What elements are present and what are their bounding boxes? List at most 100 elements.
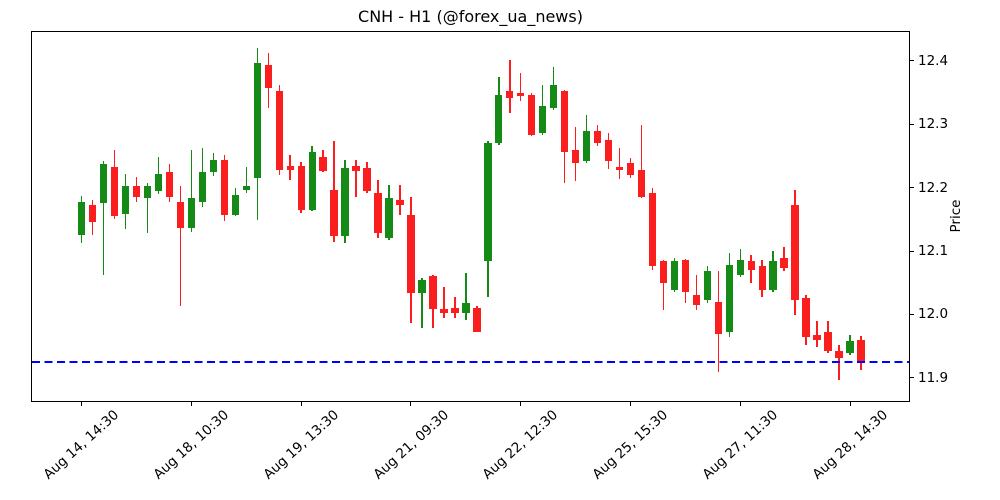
chart-title: CNH - H1 (@forex_ua_news) <box>358 7 583 26</box>
candle-body-up <box>341 167 349 237</box>
candle-body-up <box>538 106 547 134</box>
candle-wick <box>465 273 467 321</box>
candle-body-down <box>330 189 338 237</box>
candle-body-down <box>286 166 294 170</box>
y-tick-label: 11.9 <box>918 369 949 386</box>
x-tick-label: Aug 19, 13:30 <box>260 407 342 483</box>
x-tick-mark <box>520 402 522 406</box>
y-axis-label: Price <box>948 199 964 233</box>
candle-wick <box>245 166 248 193</box>
y-tick-label: 12.1 <box>918 243 949 260</box>
candle-body-up <box>549 84 558 109</box>
candle-body-down <box>506 91 514 99</box>
candle-body-down <box>275 91 283 170</box>
candle-body-down <box>88 205 97 222</box>
candle-wick <box>816 321 818 347</box>
candle-body-up <box>154 173 163 191</box>
candle-body-down <box>593 131 602 144</box>
candle-body-down <box>473 308 481 332</box>
candle-body-down <box>220 160 229 215</box>
candle-body-up <box>736 259 744 276</box>
reference-dashed-line <box>32 361 909 363</box>
candle-wick <box>519 72 522 102</box>
x-tick-label: Aug 21, 09:30 <box>370 407 452 483</box>
candle-body-down <box>429 276 437 310</box>
candle-body-down <box>714 301 722 334</box>
candle-body-up <box>385 198 393 239</box>
candle-body-down <box>352 166 360 172</box>
candle-body-up <box>495 95 503 144</box>
candle-body-down <box>396 199 404 205</box>
y-tick-label: 12.4 <box>918 52 949 69</box>
candle-body-up <box>198 171 207 202</box>
candle-body-down <box>637 169 646 197</box>
candle-body-down <box>802 297 810 337</box>
candle-body-down <box>835 351 843 359</box>
candle-body-up <box>582 131 591 161</box>
candle-body-down <box>692 294 701 305</box>
candle-body-up <box>121 185 130 215</box>
candle-body-down <box>813 334 821 340</box>
candle-body-down <box>132 186 141 198</box>
candle-body-down <box>857 339 865 364</box>
candle-body-up <box>670 261 679 290</box>
plot-area <box>31 31 910 402</box>
x-tick-label: Aug 28, 14:30 <box>809 407 891 483</box>
candle-body-up <box>418 279 426 293</box>
y-tick-mark <box>910 377 914 379</box>
x-tick-label: Aug 25, 15:30 <box>589 407 672 483</box>
x-tick-label: Aug 14, 14:30 <box>40 407 123 483</box>
candle-body-down <box>319 156 327 172</box>
candle-body-down <box>659 261 668 284</box>
candle-body-up <box>308 151 316 210</box>
candle-body-down <box>824 331 832 352</box>
candle-wick <box>618 148 621 180</box>
candle-body-down <box>374 193 382 234</box>
candle-body-up <box>187 198 196 229</box>
x-tick-mark <box>190 402 192 406</box>
candle-wick <box>421 278 423 329</box>
candle-body-down <box>264 64 272 89</box>
candle-body-down <box>517 93 525 97</box>
candle-body-down <box>363 167 371 192</box>
candle-body-down <box>615 167 624 170</box>
candle-body-up <box>242 185 251 191</box>
candle-wick <box>355 159 357 197</box>
candle-body-down <box>110 166 119 216</box>
candle-wick <box>179 186 182 307</box>
x-tick-mark <box>81 402 83 406</box>
candle-body-down <box>747 261 755 271</box>
candle-body-down <box>648 193 657 267</box>
x-tick-label: Aug 22, 12:30 <box>479 407 562 483</box>
candle-body-up <box>209 159 218 172</box>
candle-body-up <box>253 62 261 179</box>
y-tick-mark <box>910 60 914 62</box>
candle-body-down <box>528 95 536 135</box>
candle-body-down <box>780 258 788 269</box>
y-tick-label: 12.0 <box>918 306 949 323</box>
x-tick-mark <box>849 402 851 406</box>
candle-wick <box>146 183 149 233</box>
candle-body-down <box>604 140 613 161</box>
candle-body-up <box>462 303 470 314</box>
candle-wick <box>695 275 698 311</box>
y-tick-label: 12.2 <box>918 179 949 196</box>
candle-body-down <box>176 201 185 228</box>
candle-body-up <box>78 201 86 235</box>
candle-body-down <box>165 171 174 197</box>
candle-body-down <box>681 259 690 292</box>
candle-wick <box>190 150 193 233</box>
candle-body-down <box>451 308 459 314</box>
candle-wick <box>102 161 105 275</box>
x-tick-label: Aug 27, 11:30 <box>699 407 781 483</box>
y-tick-label: 12.3 <box>918 116 949 133</box>
candle-wick <box>662 259 665 311</box>
candle-body-up <box>99 163 108 204</box>
x-tick-mark <box>410 402 412 406</box>
candle-body-up <box>143 185 152 198</box>
candle-body-down <box>791 204 799 300</box>
candle-wick <box>509 60 511 113</box>
candle-body-up <box>846 341 854 354</box>
y-tick-mark <box>910 313 914 315</box>
